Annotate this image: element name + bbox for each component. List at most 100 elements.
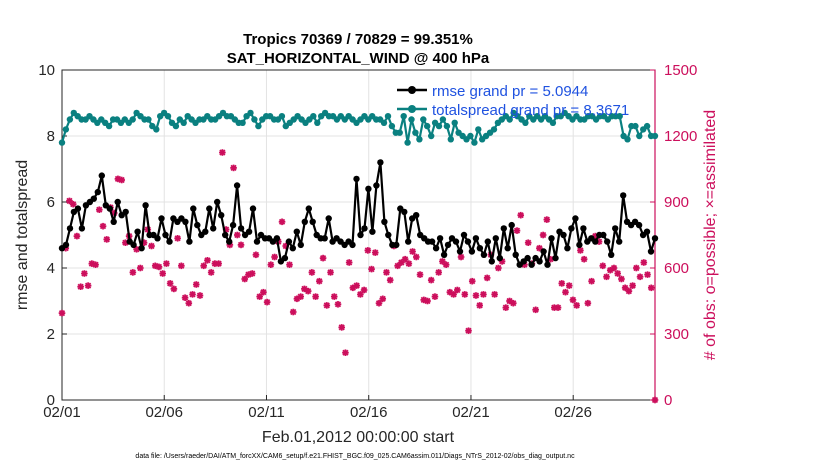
obs-point xyxy=(189,291,196,298)
rmse-point xyxy=(285,238,293,245)
rmse-point xyxy=(512,251,519,258)
obs-point xyxy=(603,273,610,281)
obs-point xyxy=(84,282,92,289)
rmse-point xyxy=(504,245,511,252)
obs-point-stroke xyxy=(540,231,547,239)
obs-point-stroke xyxy=(185,300,192,307)
rmse-point xyxy=(162,231,169,239)
rmse-point xyxy=(600,231,607,239)
obs-point xyxy=(536,244,543,252)
legend: rmse grand pr = 5.0944 totalspread grand… xyxy=(397,83,629,119)
obs-point-stroke xyxy=(610,264,618,272)
rmse-point xyxy=(130,241,137,249)
obs-point-stroke xyxy=(234,231,241,239)
rmse-point xyxy=(540,248,547,255)
obs-point-stroke xyxy=(360,286,368,294)
rmse-point xyxy=(186,238,193,245)
obs-point-stroke xyxy=(99,223,107,230)
obs-point-stroke xyxy=(84,282,92,289)
obs-point xyxy=(405,260,413,267)
rmse-point xyxy=(560,231,567,239)
rmse-point xyxy=(210,225,217,232)
obs-point-stroke xyxy=(327,269,334,276)
spread-point xyxy=(428,132,435,140)
spread-point xyxy=(164,113,172,120)
obs-point xyxy=(431,293,439,300)
y-right-tick-label: 1200 xyxy=(664,128,697,145)
x-axis-label: Feb.01,2012 00:00:00 start xyxy=(262,429,455,446)
obs-point xyxy=(625,287,633,295)
obs-point-stroke xyxy=(644,271,651,278)
rmse-series xyxy=(58,159,659,268)
obs-point-stroke xyxy=(237,241,245,249)
y-right-tick-label: 600 xyxy=(664,260,689,277)
obs-point xyxy=(345,259,353,266)
obs-point-stroke xyxy=(174,235,181,242)
y-axis-left-label: rmse and totalspread xyxy=(14,160,31,310)
obs-point-stroke xyxy=(92,261,99,268)
rmse-point xyxy=(297,241,304,249)
obs-point-stroke xyxy=(584,300,591,307)
spread-point xyxy=(251,116,258,123)
x-tick-label: 02/16 xyxy=(350,404,388,421)
obs-point xyxy=(517,211,525,219)
obs-point-stroke xyxy=(58,309,66,317)
obs-point-stroke xyxy=(383,269,390,276)
rmse-point xyxy=(472,235,480,242)
rmse-point xyxy=(122,208,129,216)
obs-point xyxy=(413,253,420,261)
rmse-point xyxy=(62,241,70,249)
obs-point xyxy=(58,309,66,317)
rmse-point xyxy=(528,261,535,268)
obs-point-stroke xyxy=(428,276,435,284)
spread-point xyxy=(416,136,423,143)
y-left-tick-label: 0 xyxy=(47,392,55,409)
obs-point-stroke xyxy=(155,263,163,271)
spread-point xyxy=(447,136,454,143)
rmse-point xyxy=(381,218,388,225)
y-right-tick-label: 0 xyxy=(664,392,672,409)
obs-point xyxy=(207,269,215,276)
obs-point xyxy=(644,271,651,278)
spread-point xyxy=(239,119,246,127)
obs-point xyxy=(577,247,584,254)
obs-point-stroke xyxy=(648,284,655,291)
obs-point xyxy=(237,241,245,249)
obs-point-stroke xyxy=(103,236,110,243)
rmse-point xyxy=(564,245,571,252)
rmse-point xyxy=(468,248,476,255)
obs-point xyxy=(170,285,178,293)
obs-point xyxy=(584,299,592,307)
obs-point xyxy=(442,261,450,268)
obs-point-stroke xyxy=(402,256,409,263)
rmse-point xyxy=(544,261,551,268)
obs-point xyxy=(163,260,170,267)
spread-point xyxy=(180,119,187,127)
obs-point-stroke xyxy=(636,273,644,280)
obs-point xyxy=(230,164,237,172)
obs-point-stroke xyxy=(301,285,308,293)
x-tick-label: 02/01 xyxy=(43,404,81,421)
obs-point xyxy=(640,259,648,266)
rmse-point xyxy=(592,238,599,245)
rmse-point xyxy=(349,241,356,249)
obs-point-stroke xyxy=(372,249,379,256)
rmse-point xyxy=(405,238,412,245)
spread-point xyxy=(247,109,254,117)
rmse-point xyxy=(612,225,619,232)
rmse-point xyxy=(580,225,587,232)
obs-point xyxy=(502,304,510,311)
rmse-point xyxy=(548,235,555,242)
rmse-point xyxy=(635,221,643,229)
spread-point xyxy=(153,126,160,133)
rmse-point xyxy=(369,228,376,235)
obs-point-stroke xyxy=(167,280,174,287)
rmse-point xyxy=(496,254,503,262)
spread-point xyxy=(380,119,388,127)
obs-point xyxy=(524,239,532,246)
spread-point xyxy=(439,116,447,123)
obs-point xyxy=(573,302,580,309)
rmse-point xyxy=(325,215,332,222)
obs-point xyxy=(219,149,226,156)
legend-rmse-marker xyxy=(408,86,416,94)
